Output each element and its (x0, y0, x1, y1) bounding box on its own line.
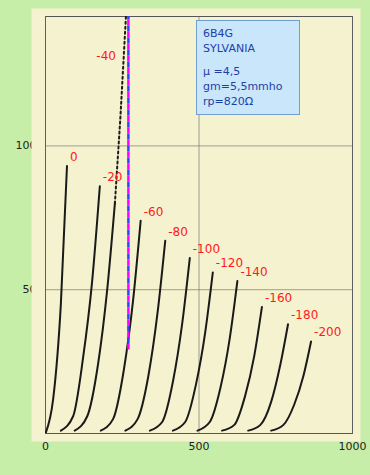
svg-text:-160: -160 (265, 291, 292, 305)
svg-text:0: 0 (70, 150, 78, 164)
svg-text:-20: -20 (103, 170, 123, 184)
html-text:μ =4,5: μ =4,5 (203, 65, 241, 78)
html-text:SYLVANIA: SYLVANIA (203, 42, 255, 55)
svg-text:50: 50 (22, 283, 37, 297)
html-text:6B4G: 6B4G (203, 27, 234, 40)
svg-text:-100: -100 (193, 242, 220, 256)
html-text:gm=5,5mmho: gm=5,5mmho (203, 80, 283, 93)
svg-text:-180: -180 (291, 308, 318, 322)
svg-text:1000: 1000 (339, 440, 367, 453)
svg-text:-120: -120 (216, 256, 243, 270)
svg-text:-80: -80 (168, 225, 188, 239)
svg-text:500: 500 (189, 440, 210, 453)
svg-text:-200: -200 (314, 325, 341, 339)
svg-text:-40: -40 (96, 49, 116, 63)
svg-text:100: 100 (15, 139, 37, 153)
svg-text:-60: -60 (144, 205, 164, 219)
html-text:rp=820Ω: rp=820Ω (203, 95, 254, 108)
svg-text:-140: -140 (240, 265, 267, 279)
svg-text:0: 0 (42, 440, 49, 453)
